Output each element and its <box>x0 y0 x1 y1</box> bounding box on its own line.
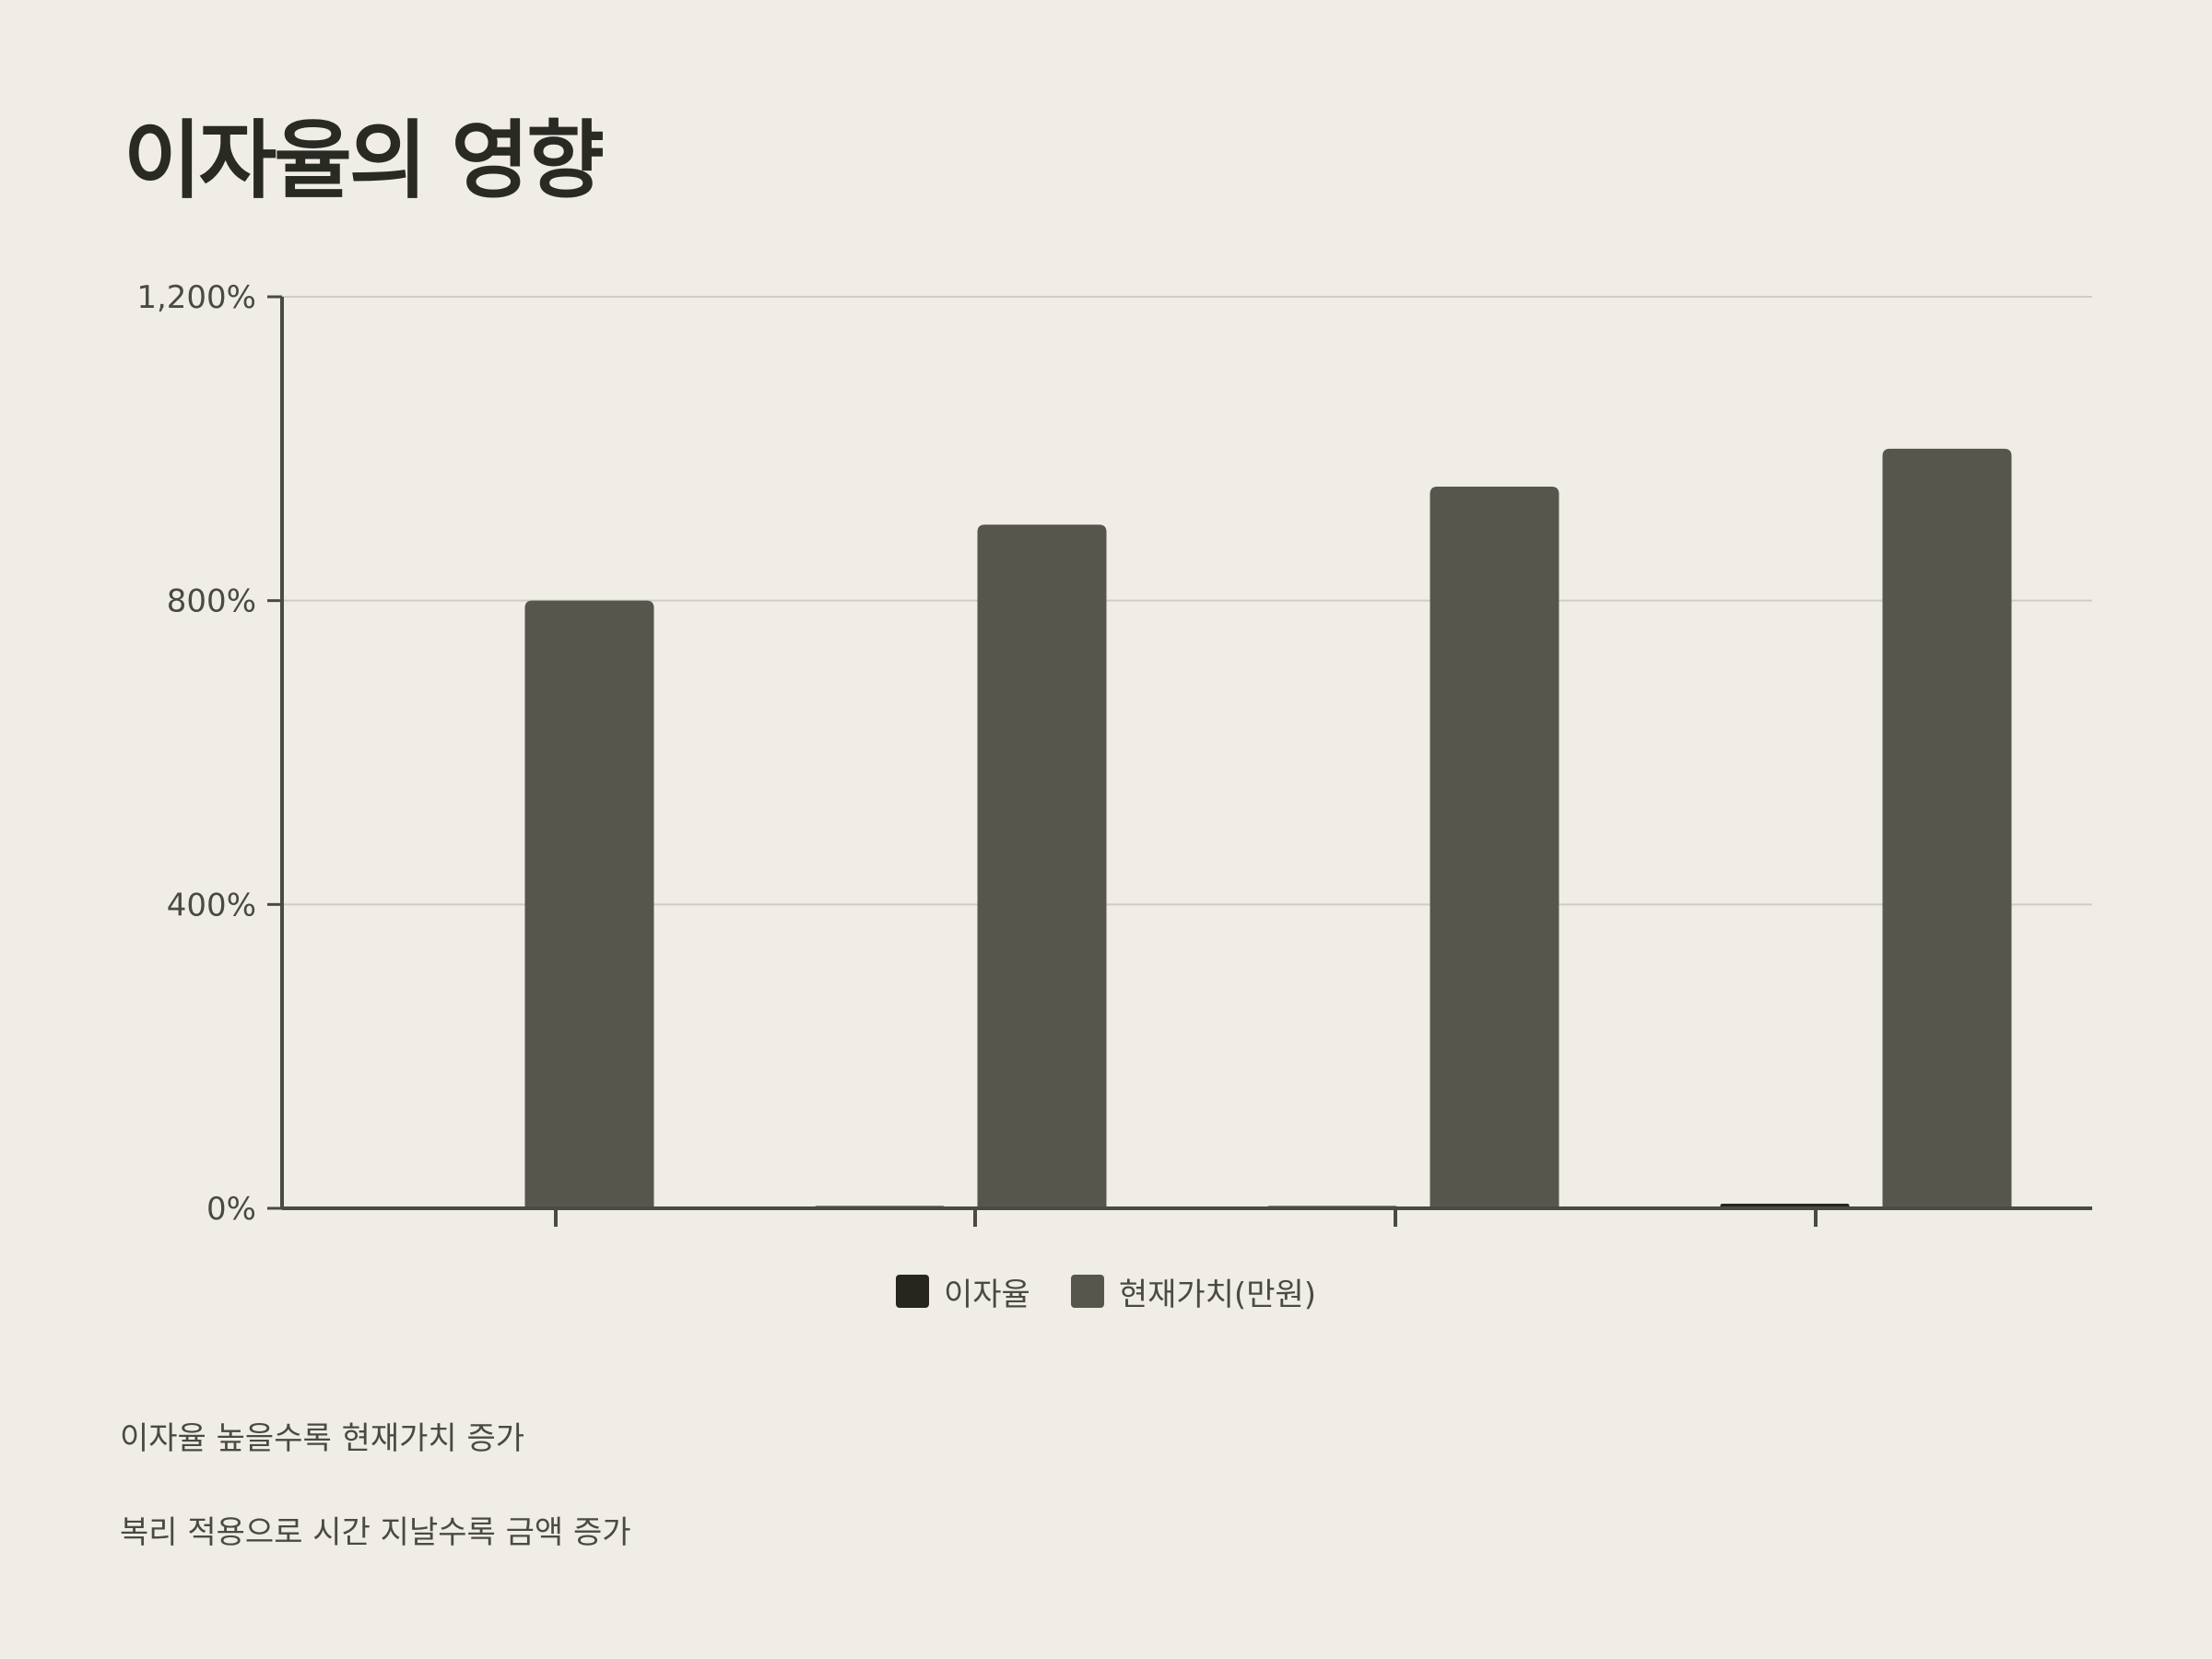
legend-label-rate: 이자율 <box>943 1276 1030 1313</box>
note-text: 이자율 높을수록 현재가치 증가 <box>120 1420 525 1457</box>
bar-present-value <box>1430 487 1559 1208</box>
legend-item-present-value: 현재가치(만원) <box>1070 1269 1317 1314</box>
y-tick-label: 1,200% <box>136 279 256 316</box>
y-tick-label: 0% <box>206 1191 256 1228</box>
y-tick-label: 400% <box>167 887 256 924</box>
legend-label-present-value: 현재가치(만원) <box>1118 1276 1317 1313</box>
legend-item-rate: 이자율 <box>895 1269 1030 1314</box>
y-tick-label: 800% <box>167 583 256 620</box>
chart-legend: 이자율 현재가치(만원) <box>0 1268 2212 1314</box>
legend-swatch-present-value <box>1070 1275 1104 1308</box>
bars <box>524 448 2012 1208</box>
bar-present-value <box>977 524 1107 1208</box>
bar-present-value <box>1882 448 2012 1208</box>
bar-present-value <box>524 600 654 1208</box>
page-title: 이자율의 영향 <box>124 112 605 210</box>
notes: 이자율 높을수록 현재가치 증가 복리 적용으로 시간 지날수록 금액 증가 <box>120 1416 631 1604</box>
note-text: 복리 적용으로 시간 지날수록 금액 증가 <box>120 1514 631 1551</box>
legend-swatch-rate <box>895 1275 929 1308</box>
axes: 0% 400% 800% 1,200% <box>136 279 2092 1228</box>
